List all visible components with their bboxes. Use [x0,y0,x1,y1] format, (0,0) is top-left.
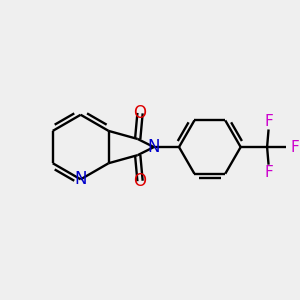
Text: F: F [264,165,273,180]
Text: F: F [291,140,299,154]
Text: O: O [134,104,146,122]
Text: F: F [264,114,273,129]
Text: N: N [148,138,160,156]
Text: N: N [74,170,87,188]
Text: O: O [134,172,146,190]
